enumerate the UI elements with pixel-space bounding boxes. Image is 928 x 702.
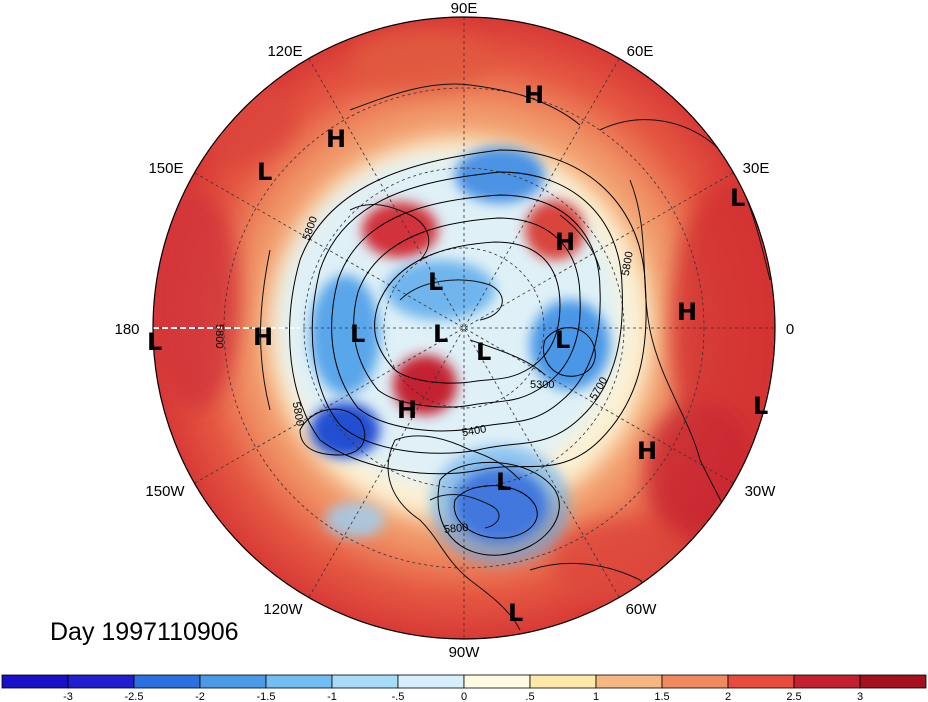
pressure-mark: H (253, 323, 273, 351)
colorbar-tick-label: -1.5 (257, 691, 276, 702)
graticule (153, 17, 775, 639)
pressure-mark: H (397, 396, 417, 424)
lon-label-180: 180 (114, 321, 139, 338)
colorbar-bin (463, 674, 531, 689)
pressure-mark: L (428, 268, 443, 296)
colorbar-bin (859, 674, 927, 689)
pressure-mark: H (524, 81, 544, 109)
lon-label-120w: 120W (263, 601, 303, 618)
colorbar-bin (529, 674, 597, 689)
pressure-mark: H (637, 437, 657, 465)
colorbar-tick-label: -2.5 (125, 691, 144, 702)
colorbar-tick-label: -1 (327, 691, 337, 702)
colorbar: -3 -2.5 -2 -1.5 -1 -.5 0 .5 1 1.5 2 2.5 3 (1, 674, 927, 702)
lon-label-0: 0 (786, 321, 794, 338)
map-boundary (152, 16, 776, 640)
colorbar-bin (67, 674, 135, 689)
pressure-mark: L (730, 184, 745, 212)
colorbar-bin (397, 674, 465, 689)
day-title: Day 1997110906 (50, 618, 239, 646)
colorbar-tick-label: 0 (461, 691, 467, 702)
colorbar-bin (133, 674, 201, 689)
lon-label-90w: 90W (449, 644, 481, 661)
height-contours (289, 149, 647, 556)
longitude-labels: 90E 60E 30E 0 30W 60W 90W 120W 150W 180 … (114, 0, 794, 661)
pressure-mark: H (555, 228, 575, 256)
colorbar-bin (331, 674, 399, 689)
pressure-mark: L (433, 320, 448, 348)
colorbar-bin (661, 674, 729, 689)
pressure-mark: L (350, 320, 365, 348)
colorbar-bin (793, 674, 861, 689)
lon-label-60w: 60W (626, 601, 658, 618)
colorbar-bin (595, 674, 663, 689)
colorbar-bin (199, 674, 267, 689)
pressure-mark: H (677, 298, 697, 326)
contour-label: 5800 (443, 522, 468, 536)
lon-label-120e: 120E (267, 43, 302, 60)
lon-label-150w: 150W (145, 483, 185, 500)
colorbar-tick-label: 2 (725, 691, 731, 702)
lon-label-90e: 90E (451, 0, 478, 17)
pressure-mark: H (326, 125, 346, 153)
pressure-mark: L (257, 158, 272, 186)
colorbar-tick-label: -2 (195, 691, 205, 702)
colorbar-tick-label: .5 (525, 691, 534, 702)
lon-label-60e: 60E (627, 43, 654, 60)
anomaly-field (153, 17, 775, 639)
contour-label: 5800 (213, 324, 225, 348)
colorbar-bin (265, 674, 333, 689)
lon-label-30w: 30W (745, 483, 777, 500)
contour-label: 5800 (620, 251, 636, 277)
lon-label-150e: 150E (148, 160, 183, 177)
colorbar-bin (727, 674, 795, 689)
colorbar-tick-label: 1.5 (654, 691, 669, 702)
pressure-mark: L (147, 328, 162, 356)
colorbar-tick-label: -.5 (392, 691, 405, 702)
colorbar-tick-label: 3 (857, 691, 863, 702)
colorbar-tick-label: -3 (63, 691, 73, 702)
lon-label-30e: 30E (743, 160, 770, 177)
pressure-mark: L (496, 468, 511, 496)
contour-label: 5300 (530, 379, 554, 391)
pressure-mark: L (476, 338, 491, 366)
contour-label: 5800 (290, 401, 306, 427)
contour-label: 5400 (461, 423, 487, 439)
pressure-mark: L (753, 392, 768, 420)
colorbar-tick-label: 1 (593, 691, 599, 702)
pressure-mark: L (555, 326, 570, 354)
colorbar-tick-label: 2.5 (786, 691, 801, 702)
pressure-markers: H H L L H L H L L L L L H H L H L L (147, 81, 768, 627)
pressure-mark: L (508, 599, 523, 627)
colorbar-bin (1, 674, 69, 689)
